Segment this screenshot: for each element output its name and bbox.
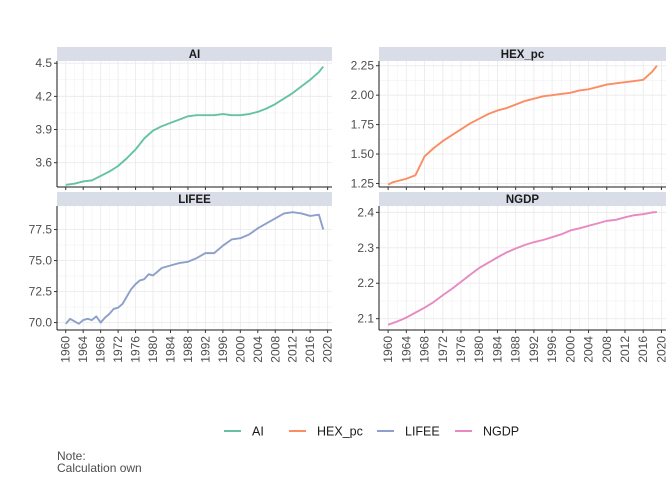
series-line-ngdp: [387, 211, 657, 326]
y-tick-label: 4.2: [35, 89, 52, 103]
x-tick-label: 2004: [251, 336, 265, 363]
series-line-lifee: [65, 211, 325, 325]
x-tick-label: 2000: [563, 336, 577, 363]
x-tick-label: 1964: [76, 336, 90, 363]
series-line-ai: [65, 65, 325, 186]
x-tick-label: 2020: [654, 336, 668, 363]
note-text: Calculation own: [57, 461, 142, 475]
panel-ngdp: NGDP 2.1 2.2 2.3 2.4 1960 1964 1968 1972 1976 1980…: [357, 192, 668, 363]
x-tick-label: 1984: [163, 336, 177, 363]
legend-item-lifee: LIFEE: [377, 425, 440, 439]
panel-ai: AI 3.6 3.9 4.2 4.5: [35, 47, 332, 190]
x-tick-label: 2008: [268, 336, 282, 363]
facet-strip: [57, 47, 332, 61]
legend-label: HEX_pc: [317, 425, 363, 439]
series-line-hex-pc: [387, 65, 658, 186]
x-tick-label: 1960: [59, 336, 73, 363]
facet-strip: [379, 192, 666, 206]
y-tick-label: 2.1: [357, 312, 374, 326]
x-tick-label: 2000: [233, 336, 247, 363]
x-tick-label: 1980: [472, 336, 486, 363]
x-tick-label: 1988: [181, 336, 195, 363]
x-tick-label: 2016: [636, 336, 650, 363]
x-tick-label: 2020: [321, 336, 335, 363]
note-label: Note:: [57, 449, 86, 463]
y-tick-label: 2.25: [351, 59, 375, 73]
x-tick-label: 1992: [198, 336, 212, 363]
y-tick-label: 1.50: [351, 147, 375, 161]
y-tick-label: 3.9: [35, 123, 52, 137]
x-tick-label: 1992: [527, 336, 541, 363]
y-tick-label: 4.5: [35, 56, 52, 70]
legend-item-ai: AI: [224, 425, 264, 439]
x-tick-label: 2016: [303, 336, 317, 363]
y-tick-label: 70.0: [29, 316, 53, 330]
y-tick-label: 72.5: [29, 285, 53, 299]
legend-item-hex-pc: HEX_pc: [289, 425, 363, 439]
y-tick-label: 1.75: [351, 118, 375, 132]
y-tick-label: 77.5: [29, 223, 53, 237]
facet-strip: [57, 192, 332, 206]
x-tick-label: 1988: [509, 336, 523, 363]
x-tick-label: 1972: [436, 336, 450, 363]
y-tick-label: 2.4: [357, 205, 374, 219]
y-tick-label: 2.2: [357, 276, 374, 290]
y-tick-label: 75.0: [29, 254, 53, 268]
legend-label: AI: [252, 425, 264, 439]
x-tick-label: 1972: [111, 336, 125, 363]
x-tick-label: 1960: [381, 336, 395, 363]
panel-lifee: LIFEE 70.0 72.5 75.0 77.5 1960 1964 1968 1972 197…: [29, 192, 335, 363]
x-tick-label: 1976: [129, 336, 143, 363]
facet-title: LIFEE: [178, 194, 211, 206]
x-tick-label: 1980: [146, 336, 160, 363]
panel-hex-pc: HEX_pc 1.25 1.50 1.75 2.00 2.25: [351, 47, 666, 190]
facet-title: HEX_pc: [501, 49, 545, 61]
x-tick-label: 2004: [582, 336, 596, 363]
x-tick-label: 1984: [490, 336, 504, 363]
legend-label: NGDP: [483, 425, 519, 439]
x-tick-label: 2012: [618, 336, 632, 363]
y-tick-label: 3.6: [35, 156, 52, 170]
x-tick-label: 1976: [454, 336, 468, 363]
y-tick-label: 1.25: [351, 176, 375, 190]
legend-label: LIFEE: [405, 425, 440, 439]
facet-title: AI: [189, 49, 201, 61]
x-tick-label: 1964: [399, 336, 413, 363]
facet-strip: [379, 47, 666, 61]
x-tick-label: 2008: [600, 336, 614, 363]
x-tick-label: 1968: [418, 336, 432, 363]
chart-note: Note: Calculation own: [57, 450, 142, 474]
x-tick-label: 1996: [545, 336, 559, 363]
y-tick-label: 2.3: [357, 241, 374, 255]
facet-title: NGDP: [506, 194, 540, 206]
y-tick-label: 2.00: [351, 88, 375, 102]
x-tick-label: 2012: [286, 336, 300, 363]
x-tick-label: 1996: [216, 336, 230, 363]
x-tick-label: 1968: [94, 336, 108, 363]
legend-item-ngdp: NGDP: [455, 425, 519, 439]
legend: AI HEX_pc LIFEE NGDP: [224, 425, 519, 439]
